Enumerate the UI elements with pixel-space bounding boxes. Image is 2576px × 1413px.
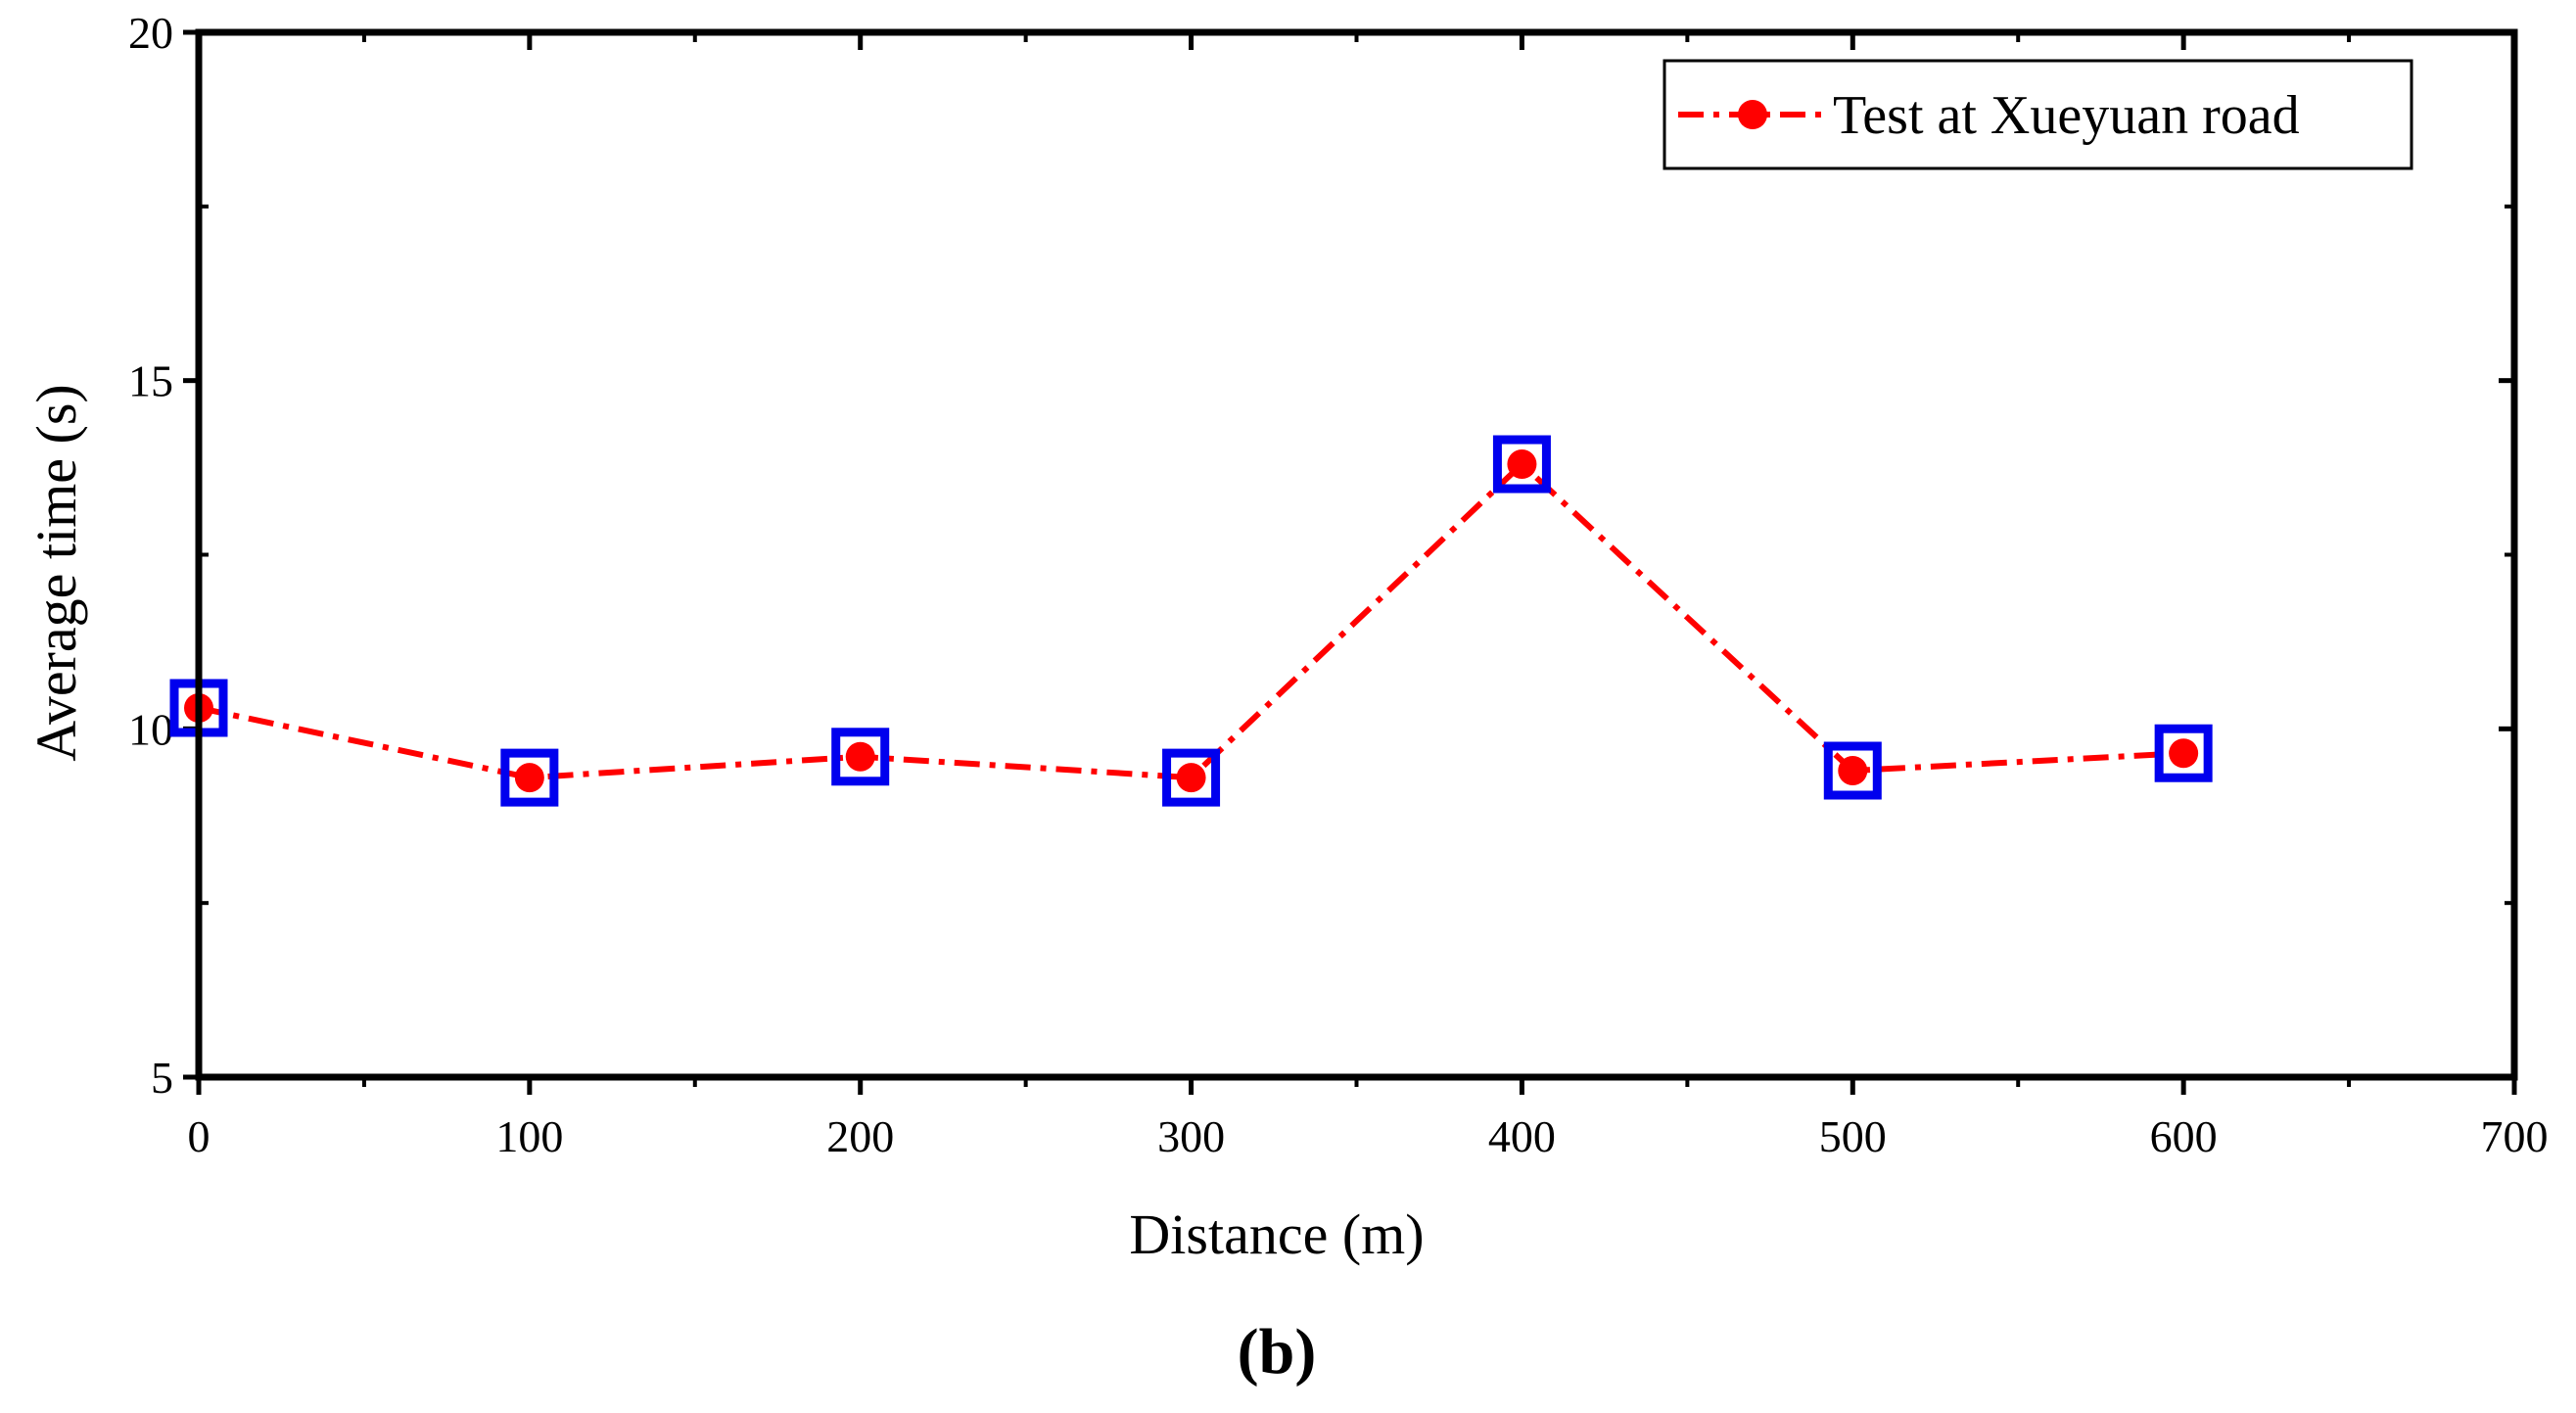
data-point: [514, 763, 544, 793]
highlight-square-marker: [1162, 748, 1221, 807]
x-axis-title: Distance (m): [1129, 1202, 1424, 1266]
y-tick-label: 20: [128, 8, 173, 58]
panel-label-text: (b): [1238, 1316, 1317, 1388]
highlight-square-marker: [1492, 435, 1551, 494]
legend-marker: [1738, 100, 1767, 129]
panel-label: (b): [1238, 1316, 1317, 1388]
x-axis: 0 100 200 300 400 500 600 700: [188, 32, 2549, 1161]
y-axis-title: Average time (s): [24, 384, 88, 761]
plot-frame: [195, 28, 2518, 1081]
x-tick-label: 300: [1157, 1111, 1225, 1161]
x-tick-label: 200: [826, 1111, 894, 1161]
data-point: [1176, 763, 1206, 793]
x-tick-label: 100: [495, 1111, 563, 1161]
y-tick-label: 15: [128, 356, 173, 406]
x-tick-label: 700: [2481, 1111, 2549, 1161]
x-tick-label: 500: [1819, 1111, 1887, 1161]
y-axis: 5 10 15 20: [128, 8, 2514, 1103]
y-tick-label: 10: [128, 704, 173, 754]
data-point: [1838, 756, 1868, 786]
highlight-square-marker: [831, 728, 890, 786]
legend: Test at Xueyuan road: [1663, 59, 2413, 170]
series-line: [198, 459, 2184, 781]
x-tick-label: 0: [188, 1111, 211, 1161]
legend-label: Test at Xueyuan road: [1833, 85, 2300, 146]
highlight-square-marker: [500, 748, 559, 807]
highlight-square-marker: [2154, 724, 2213, 782]
data-point: [1507, 449, 1537, 480]
y-tick-label: 5: [151, 1053, 173, 1103]
x-tick-label: 600: [2150, 1111, 2218, 1161]
data-point: [845, 741, 875, 772]
data-point: [2169, 738, 2199, 769]
data-series: [169, 435, 2213, 807]
x-tick-label: 400: [1488, 1111, 1556, 1161]
highlight-square-marker: [1823, 741, 1882, 800]
